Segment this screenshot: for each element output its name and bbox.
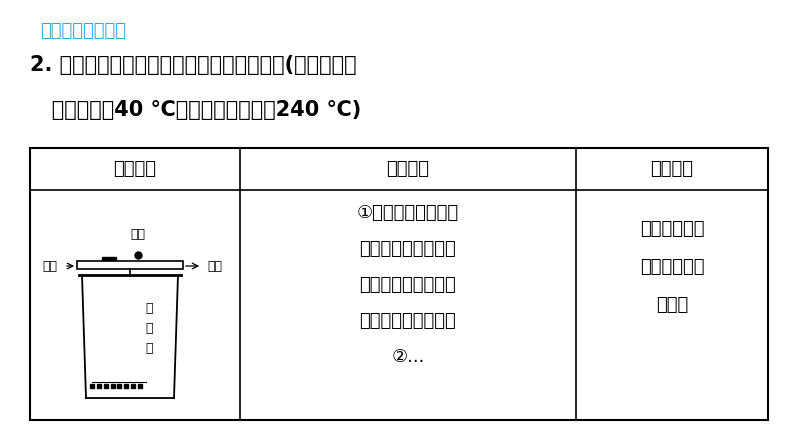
Text: 量的生石灰，再分别: 量的生石灰，再分别 — [360, 240, 457, 258]
Text: ①取一烧杯，加入适: ①取一烧杯，加入适 — [357, 204, 459, 222]
Text: 铜片: 铜片 — [207, 260, 222, 273]
Text: ②...: ②... — [391, 348, 425, 366]
Bar — [77, 261, 183, 269]
Text: 阶段核心方法专训: 阶段核心方法专训 — [40, 22, 126, 40]
Text: 取少量白磷、红磷放: 取少量白磷、红磷放 — [360, 276, 457, 294]
Text: 灰: 灰 — [145, 342, 152, 354]
Bar — [102, 257, 116, 260]
Text: 实验装置: 实验装置 — [114, 160, 156, 178]
Text: 实验过程: 实验过程 — [387, 160, 430, 178]
Text: 在烧杯上的铜片上；: 在烧杯上的铜片上； — [360, 312, 457, 330]
Text: 白磷: 白磷 — [42, 260, 57, 273]
Text: 生燃烧，红磷: 生燃烧，红磷 — [640, 258, 704, 276]
Text: 实验现象: 实验现象 — [650, 160, 693, 178]
Text: 不燃烧: 不燃烧 — [656, 296, 688, 314]
Text: 生: 生 — [145, 301, 152, 315]
Text: 2. 小明同学设计以下实验探究燃烧的条件。(已知：白磷: 2. 小明同学设计以下实验探究燃烧的条件。(已知：白磷 — [30, 55, 357, 75]
Text: 红磷: 红磷 — [130, 228, 145, 241]
Text: 石: 石 — [145, 321, 152, 334]
Bar — [30, 148, 768, 420]
Text: 一会儿白磷发: 一会儿白磷发 — [640, 220, 704, 238]
Text: 的着火点是40 ℃，红磷的着火点是240 ℃): 的着火点是40 ℃，红磷的着火点是240 ℃) — [30, 100, 361, 120]
